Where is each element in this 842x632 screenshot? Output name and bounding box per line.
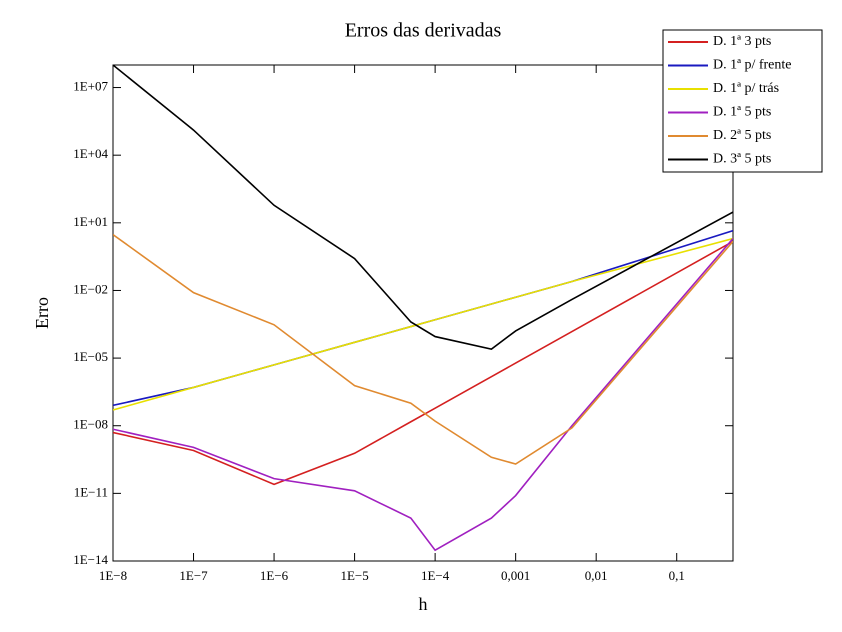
y-tick-label: 1E+07: [73, 79, 108, 94]
y-axis-label: Erro: [32, 297, 52, 329]
series-group: [113, 65, 733, 552]
series-line: [113, 65, 733, 350]
legend-label: D. 1ª 3 pts: [713, 34, 771, 49]
series-line: [113, 233, 733, 465]
x-tick-label: 0,001: [501, 568, 530, 583]
x-tick-label: 1E−7: [179, 568, 208, 583]
y-tick-label: 1E−05: [73, 349, 108, 364]
series-line: [113, 240, 733, 486]
x-tick-label: 0,1: [669, 568, 685, 583]
chart-title: Erros das derivadas: [345, 20, 502, 42]
legend-label: D. 1ª 5 pts: [713, 105, 771, 120]
series-line: [113, 238, 733, 552]
x-tick-label: 1E−5: [340, 568, 368, 583]
x-tick-label: 1E−4: [421, 568, 450, 583]
x-tick-label: 0,01: [585, 568, 608, 583]
y-tick-label: 1E−11: [74, 484, 108, 499]
legend-label: D. 1ª p/ frente: [713, 58, 792, 73]
legend-label: D. 3ª 5 pts: [713, 152, 771, 167]
y-tick-label: 1E−02: [73, 281, 108, 296]
y-tick-label: 1E−08: [73, 417, 108, 432]
legend-label: D. 1ª p/ trás: [713, 81, 779, 96]
legend-label: D. 2ª 5 pts: [713, 128, 771, 143]
y-tick-label: 1E+04: [73, 146, 108, 161]
legend-box: [662, 29, 823, 173]
plot-frame: [112, 64, 734, 562]
x-axis-label: h: [419, 594, 428, 614]
y-tick-label: 1E+01: [73, 214, 108, 229]
series-line: [113, 237, 733, 411]
x-tick-label: 1E−8: [99, 568, 127, 583]
y-tick-label: 1E−14: [73, 552, 108, 567]
x-tick-label: 1E−6: [260, 568, 289, 583]
